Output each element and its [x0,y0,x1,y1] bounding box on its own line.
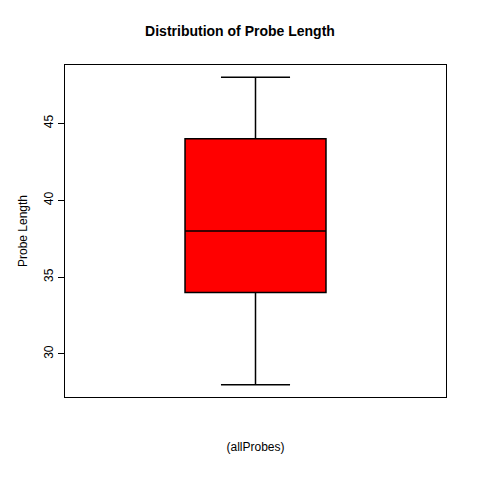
svg-text:Distribution of Probe Length: Distribution of Probe Length [145,23,335,39]
svg-text:(allProbes): (allProbes) [226,440,284,454]
svg-text:40: 40 [42,191,56,205]
svg-text:30: 30 [42,345,56,359]
svg-text:45: 45 [42,115,56,129]
svg-text:Probe Length: Probe Length [16,195,30,267]
svg-text:35: 35 [42,268,56,282]
